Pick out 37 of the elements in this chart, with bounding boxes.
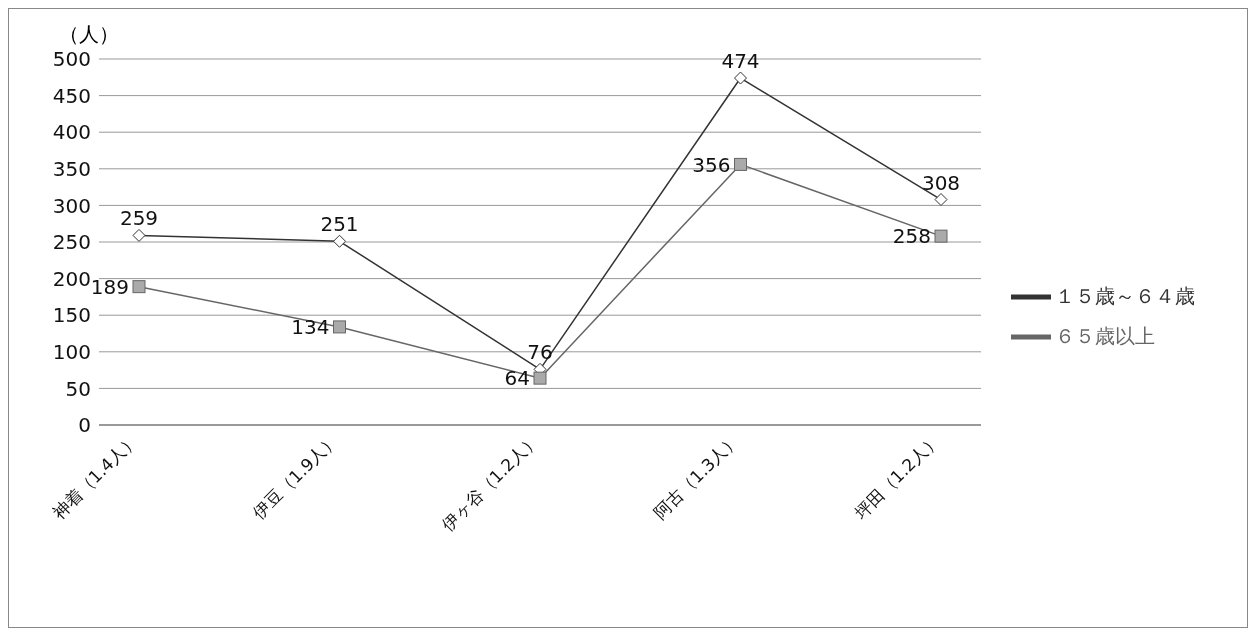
point xyxy=(333,234,346,248)
data-label: 474 xyxy=(721,49,760,74)
x-tick-label: 伊ヶ谷（1.2人） xyxy=(437,429,543,536)
data-label: 64 xyxy=(504,366,530,391)
point xyxy=(533,371,547,385)
x-tick-label: 坪田（1.2人） xyxy=(849,429,944,524)
point xyxy=(333,320,346,334)
point xyxy=(734,157,747,171)
y-tick-label: 300 xyxy=(52,193,91,218)
data-label: 251 xyxy=(320,212,359,237)
point xyxy=(934,229,948,243)
data-label: 259 xyxy=(119,206,159,231)
point xyxy=(934,193,948,207)
point xyxy=(132,228,146,242)
y-tick-label: 250 xyxy=(52,230,91,255)
data-label: 258 xyxy=(892,224,931,249)
data-label: 308 xyxy=(921,170,961,195)
data-label: 356 xyxy=(692,152,731,177)
y-axis-title: （人） xyxy=(59,21,119,48)
data-label: 189 xyxy=(90,274,129,299)
y-tick-label: 50 xyxy=(65,376,91,401)
point xyxy=(734,71,747,85)
y-tick-label: 100 xyxy=(52,339,91,364)
legend-label: １５歳～６４歳 xyxy=(1055,283,1195,308)
data-label: 134 xyxy=(291,315,330,340)
y-tick-label: 150 xyxy=(52,303,91,328)
data-label: 76 xyxy=(527,340,553,365)
y-tick-label: 450 xyxy=(52,83,91,108)
y-tick-label: 0 xyxy=(78,413,91,438)
y-tick-label: 200 xyxy=(52,266,91,291)
y-tick-label: 350 xyxy=(52,156,91,181)
x-tick-label: 伊豆（1.9人） xyxy=(248,429,343,524)
point xyxy=(132,280,146,294)
legend-label: ６５歳以上 xyxy=(1055,323,1155,348)
x-tick-label: 阿古（1.3人） xyxy=(649,429,744,524)
y-tick-label: 400 xyxy=(52,120,91,145)
y-tick-label: 500 xyxy=(52,47,91,72)
